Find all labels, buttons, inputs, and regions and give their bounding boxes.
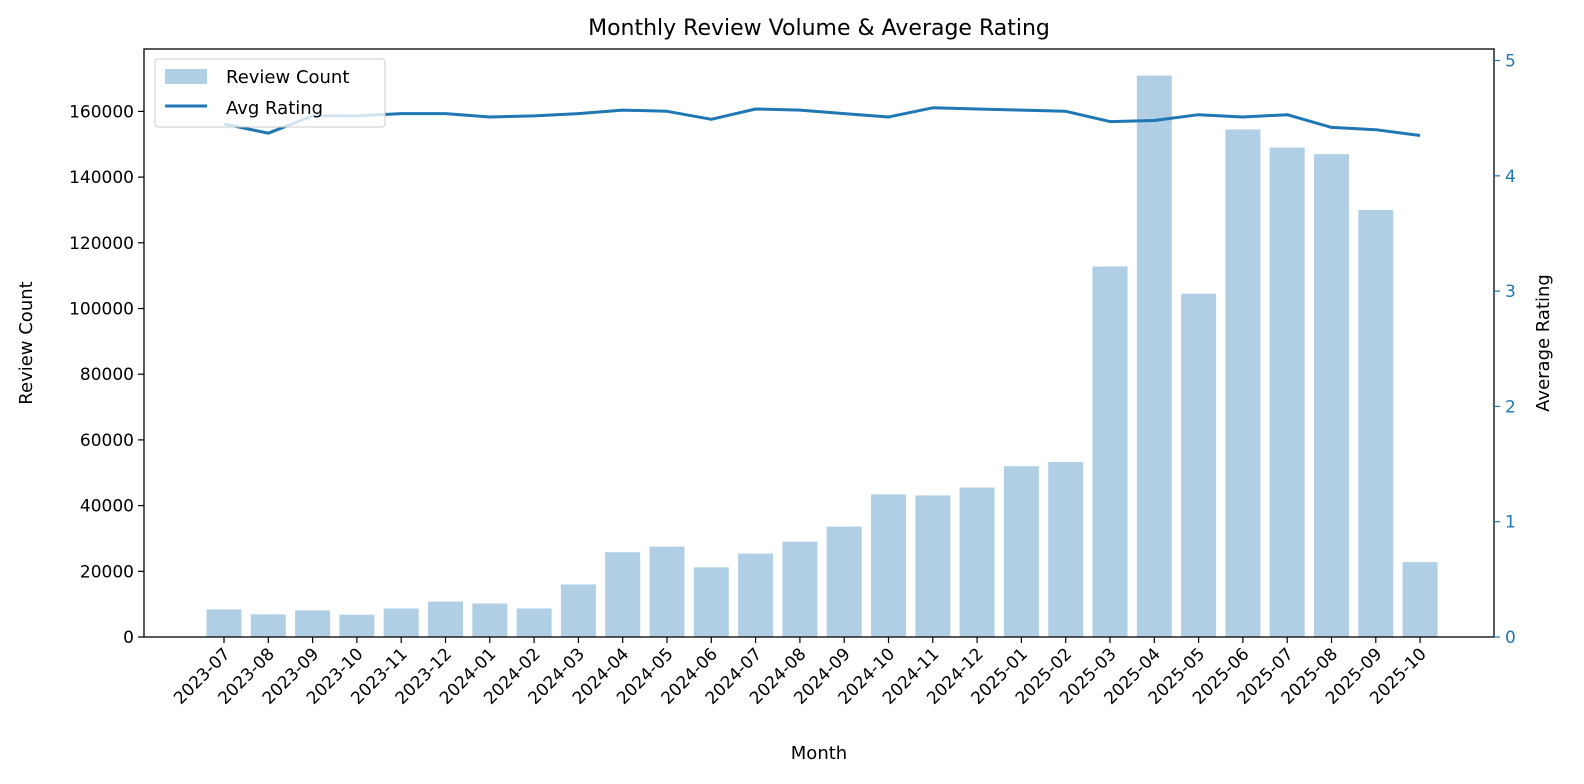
y-tick-label: 80000	[80, 365, 134, 385]
y2-axis-label: Average Rating	[1533, 274, 1554, 412]
bar	[693, 567, 729, 637]
bar	[1048, 461, 1084, 637]
bar	[871, 494, 906, 637]
bar	[383, 608, 419, 637]
bar	[1181, 293, 1217, 637]
y-tick-label: 40000	[80, 497, 134, 517]
bar	[959, 487, 995, 637]
y2-tick-label: 0	[1505, 628, 1516, 648]
plot-frame	[143, 48, 1495, 638]
y2-tick-label: 1	[1505, 513, 1516, 533]
bar	[1136, 75, 1172, 638]
bar	[738, 553, 774, 637]
bar	[339, 614, 375, 637]
bar	[250, 614, 286, 637]
y-tick-label: 60000	[80, 431, 134, 451]
bar	[915, 495, 951, 637]
bar	[472, 603, 508, 637]
bar	[605, 552, 641, 637]
y2-tick-label: 4	[1505, 167, 1516, 187]
y2-tick-label: 5	[1505, 52, 1516, 72]
legend: Review Count Avg Rating	[154, 58, 386, 128]
y2-tick-label: 2	[1505, 397, 1516, 417]
legend-label-review-count: Review Count	[226, 67, 349, 88]
bar	[1314, 154, 1349, 638]
y-tick-label: 100000	[69, 300, 134, 320]
bar	[560, 584, 596, 637]
y-tick-label: 160000	[69, 102, 134, 122]
bar	[516, 608, 552, 637]
avg-rating-line	[223, 106, 1421, 137]
y-axis-ticks: 0 20000 40000 60000 80000 100000 120000 140000 1…	[69, 102, 144, 648]
legend-swatch-review-count	[165, 69, 207, 84]
bar	[428, 601, 463, 637]
y2-axis-ticks: 0 1 2 3 4 5	[1494, 52, 1516, 648]
bar	[295, 610, 331, 637]
bar	[1003, 466, 1039, 637]
legend-frame	[154, 58, 386, 128]
y-tick-label: 120000	[69, 234, 134, 254]
line-series	[223, 106, 1421, 137]
bar	[1402, 562, 1438, 637]
chart-title: Monthly Review Volume & Average Rating	[588, 16, 1050, 41]
x-axis-label: Month	[791, 743, 847, 764]
y-tick-label: 0	[123, 628, 134, 648]
y-axis-label: Review Count	[16, 281, 37, 404]
y-tick-label: 20000	[80, 562, 134, 582]
bar	[1225, 129, 1261, 637]
x-axis-ticks: 2023-072023-082023-092023-102023-112023-…	[170, 637, 1431, 709]
bar	[1358, 209, 1394, 638]
bar	[649, 546, 685, 637]
bar-series	[206, 75, 1438, 638]
y-tick-label: 140000	[69, 168, 134, 188]
bar	[826, 526, 862, 637]
bar	[1269, 147, 1305, 637]
y2-tick-label: 3	[1505, 282, 1516, 302]
bar	[782, 541, 818, 637]
legend-label-avg-rating: Avg Rating	[226, 98, 323, 119]
bar	[1092, 266, 1128, 637]
bar	[206, 609, 242, 637]
